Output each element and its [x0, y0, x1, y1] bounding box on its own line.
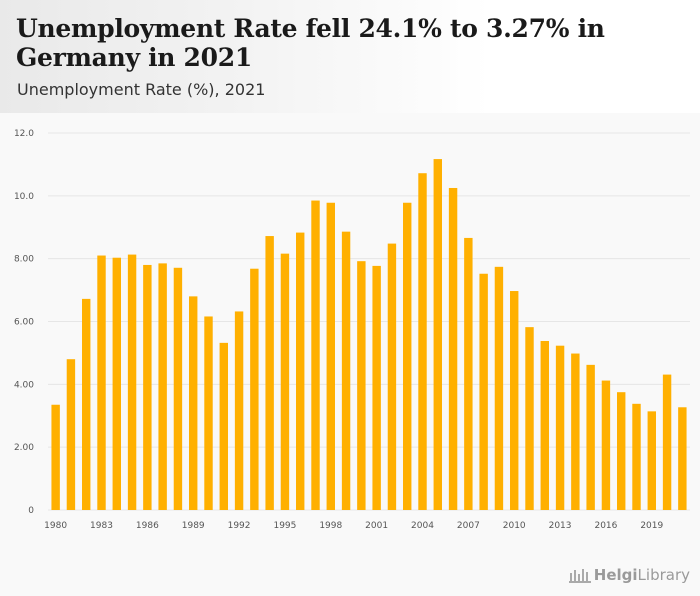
bar-1990	[204, 316, 213, 510]
bar-1985	[127, 254, 137, 510]
bar-2005	[433, 159, 442, 510]
x-tick-label: 1986	[136, 521, 159, 531]
x-tick-label: 1995	[273, 521, 296, 531]
bar-2009	[494, 266, 504, 510]
x-tick-label: 1998	[319, 521, 342, 531]
bar-chart: 0 2.00 4.00 6.00 8.00 10.0 12.0 1980 1983 1986 198…	[14, 129, 690, 531]
brand-name-bold: Helgi	[593, 566, 638, 584]
x-tick-label: 2007	[457, 521, 480, 531]
bar-2014	[571, 353, 580, 510]
bar-1988	[173, 267, 183, 510]
bar-2011	[525, 327, 534, 510]
bar-1983	[97, 255, 106, 510]
y-tick-label: 0	[28, 506, 34, 516]
header: Unemployment Rate fell 24.1% to 3.27% in…	[0, 0, 700, 113]
x-tick-label: 1989	[182, 521, 205, 531]
y-tick-label: 10.0	[14, 192, 34, 202]
bar-1992	[234, 311, 244, 510]
x-tick-label: 2004	[411, 521, 434, 531]
y-tick-label: 6.00	[14, 318, 34, 328]
bar-2013	[555, 345, 565, 510]
y-tick-label: 12.0	[14, 129, 34, 139]
bar-2021	[678, 407, 687, 510]
bar-2019	[647, 411, 656, 510]
bar-2008	[479, 273, 488, 510]
bar-1984	[112, 257, 121, 510]
bar-1982	[82, 298, 91, 510]
bar-1999	[341, 231, 351, 510]
bar-1995	[280, 253, 290, 510]
x-tick-label: 2016	[594, 521, 617, 531]
brand-name-light: Library	[637, 566, 690, 584]
x-tick-label: 2013	[549, 521, 572, 531]
x-tick-label: 2019	[640, 521, 663, 531]
bar-1997	[311, 200, 320, 511]
bar-2000	[357, 261, 366, 510]
chart-subtitle: Unemployment Rate (%), 2021	[17, 80, 266, 99]
bar-1987	[158, 263, 167, 510]
bar-2017	[617, 392, 626, 510]
bar-1991	[219, 342, 228, 510]
bar-2001	[372, 265, 381, 510]
library-icon	[568, 569, 591, 583]
bar-1993	[250, 268, 259, 510]
bar-1998	[326, 202, 335, 510]
bar-2012	[540, 340, 549, 510]
bar-2020	[662, 374, 672, 510]
bar-2004	[418, 173, 427, 510]
bar-2010	[510, 291, 519, 510]
bar-2016	[601, 380, 611, 510]
bar-2018	[632, 403, 641, 510]
y-tick-label: 2.00	[14, 443, 34, 453]
bar-2003	[403, 202, 412, 510]
chart-title: Unemployment Rate fell 24.1% to 3.27% in…	[16, 14, 605, 72]
bar-2002	[387, 243, 397, 510]
bar-2007	[464, 237, 473, 510]
bar-2006	[448, 187, 458, 510]
bar-1980	[51, 404, 60, 510]
y-tick-label: 8.00	[14, 255, 34, 265]
helgi-library-logo[interactable]: HelgiLibrary	[568, 566, 690, 584]
bar-2015	[586, 364, 595, 510]
x-tick-label: 1992	[228, 521, 251, 531]
x-tick-label: 1980	[44, 521, 67, 531]
bar-1981	[66, 359, 76, 510]
x-tick-label: 1983	[90, 521, 113, 531]
y-tick-label: 4.00	[14, 380, 34, 390]
x-tick-label: 2010	[503, 521, 526, 531]
x-tick-label: 2001	[365, 521, 388, 531]
bar-1989	[189, 296, 198, 510]
bar-1994	[265, 236, 274, 511]
bar-1986	[143, 264, 152, 510]
bar-1996	[296, 232, 305, 510]
